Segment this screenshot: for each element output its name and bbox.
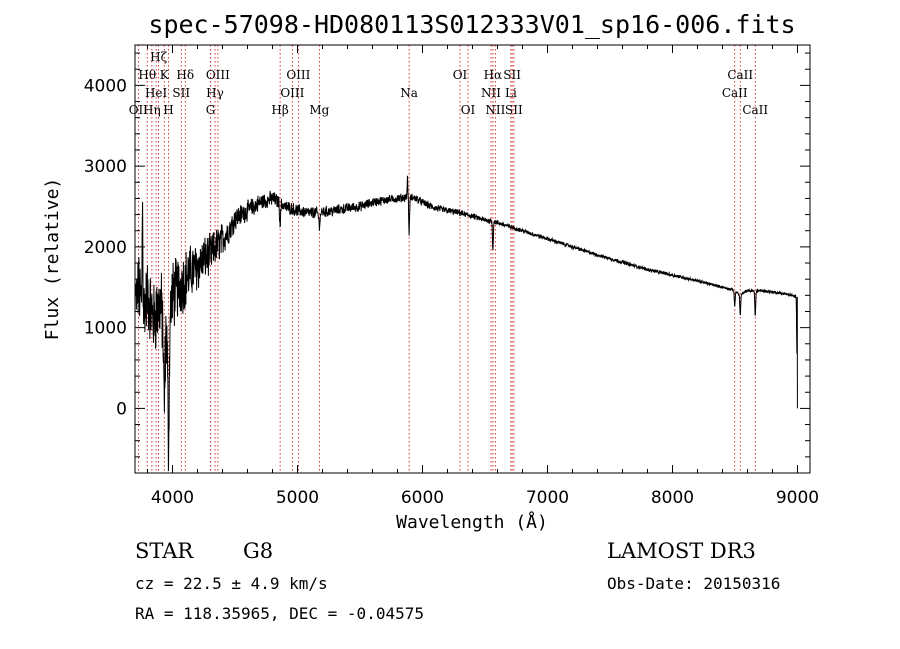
spectral-line-label: SII (503, 68, 521, 82)
y-axis-label: Flux (relative) (42, 178, 63, 341)
spectrum-line (135, 175, 798, 472)
spectral-line-label: OIII (280, 86, 304, 100)
y-tick-label: 0 (116, 399, 127, 419)
spectral-line-label: Li (505, 86, 517, 100)
survey-name: LAMOST DR3 (607, 539, 756, 563)
spectral-line-label: NII (481, 86, 501, 100)
y-tick-label: 4000 (84, 76, 127, 96)
object-subclass: G8 (243, 539, 273, 563)
obs-date: Obs-Date: 20150316 (607, 574, 780, 593)
x-axis-ticks: 4000 5000 6000 7000 8000 9000 (147, 45, 819, 508)
object-class: STAR (135, 539, 194, 563)
spectral-line-label: Hα (484, 68, 503, 82)
spectral-line-label: OI (461, 103, 476, 117)
spectral-line-label: HeI (145, 86, 168, 100)
spectral-line-label: OIII (286, 68, 310, 82)
spectral-line-label: CaII (742, 103, 768, 117)
spectral-line-label: Na (400, 86, 418, 100)
x-tick-label: 6000 (401, 488, 444, 508)
spectral-line-label: SII (505, 103, 523, 117)
spectral-line-label: OI (453, 68, 468, 82)
spectral-line-label: Hθ (138, 68, 156, 82)
spectral-line-labels: OII Hθ Hη HeI Hζ K H SII Hδ G Hγ OIII Hβ OIII OIII Mg Na… (129, 50, 769, 117)
spectral-line-label: Hζ (150, 50, 167, 64)
x-tick-label: 7000 (526, 488, 569, 508)
spectral-line-label: G (206, 103, 216, 117)
y-axis-ticks: 0 1000 2000 3000 4000 (84, 52, 810, 458)
spectral-line-label: CaII (727, 68, 753, 82)
spectral-line-label: H (163, 103, 173, 117)
info-panel: STAR G8 LAMOST DR3 cz = 22.5 ± 4.9 km/s … (135, 539, 780, 623)
coordinates: RA = 118.35965, DEC = -0.04575 (135, 604, 424, 623)
spectral-line-markers (137, 45, 756, 473)
y-tick-label: 2000 (84, 238, 127, 258)
spectral-line-label: Hγ (206, 86, 224, 100)
x-tick-label: 8000 (651, 488, 694, 508)
spectral-line-label: Mg (309, 103, 329, 117)
spectral-line-label: K (160, 68, 170, 82)
spectral-line-label: SII (172, 86, 190, 100)
x-axis-label: Wavelength (Å) (396, 511, 548, 533)
y-tick-label: 3000 (84, 157, 127, 177)
redshift-text: cz = 22.5 ± 4.9 km/s (135, 574, 328, 593)
y-tick-label: 1000 (84, 319, 127, 339)
spectral-line-label: Hδ (176, 68, 194, 82)
x-tick-label: 9000 (776, 488, 819, 508)
spectral-line-label: Hη (143, 103, 161, 117)
spectral-line-label: OII (129, 103, 149, 117)
spectral-line-label: CaII (722, 86, 748, 100)
spectral-line-label: OIII (206, 68, 230, 82)
x-tick-label: 5000 (276, 488, 319, 508)
chart-title: spec-57098-HD080113S012333V01_sp16-006.f… (148, 10, 795, 39)
plot-area: OII Hθ Hη HeI Hζ K H SII Hδ G Hγ OIII Hβ OIII OIII Mg Na… (84, 44, 819, 508)
spectral-line-label: Hβ (271, 103, 288, 117)
x-tick-label: 4000 (151, 488, 194, 508)
spectral-line-label: NII (485, 103, 505, 117)
